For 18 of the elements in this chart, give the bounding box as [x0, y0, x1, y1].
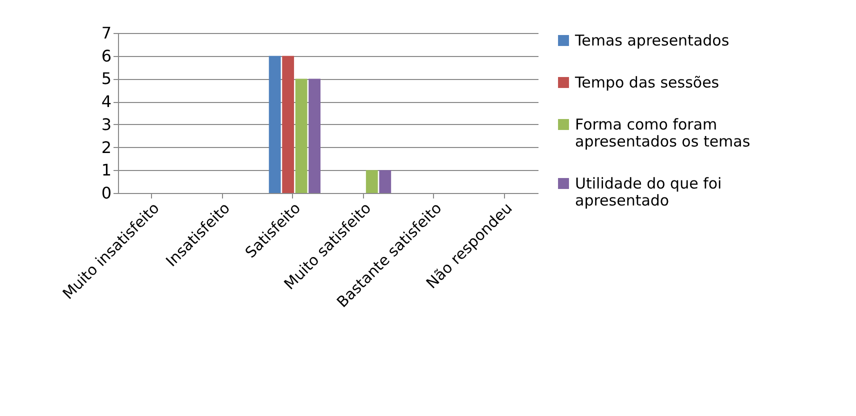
y-tick-label: 3 [101, 114, 112, 134]
legend-label: Tempo das sessões [574, 74, 720, 92]
y-tick-label: 1 [101, 160, 112, 180]
bar [282, 56, 294, 193]
y-tick-label: 7 [101, 24, 112, 42]
legend-label: Forma como foram apresentados os temas [575, 116, 750, 150]
bar [295, 78, 308, 193]
legend-label: Temas apresentados [574, 32, 730, 50]
bar [366, 170, 378, 193]
y-tick-label: 2 [101, 138, 112, 157]
bar [308, 78, 320, 193]
y-tick-label: 6 [101, 46, 112, 66]
y-tick-label: 4 [101, 92, 112, 112]
y-tick-label: 5 [101, 69, 112, 88]
bar [379, 170, 392, 193]
legend-label: Utilidade do que foi apresentado [575, 174, 722, 210]
y-tick-label: 0 [101, 184, 112, 202]
bar [268, 56, 281, 193]
